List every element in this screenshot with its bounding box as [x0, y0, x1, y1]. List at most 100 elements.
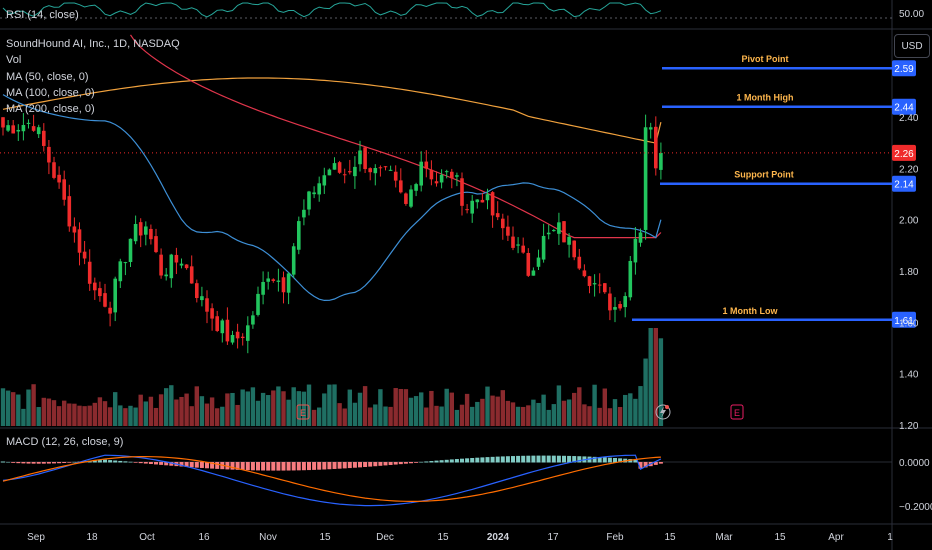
macd-histogram-bar — [607, 457, 612, 463]
symbol-title: SoundHound AI, Inc., 1D, NASDAQ — [6, 38, 180, 50]
volume-bar — [133, 407, 138, 426]
candle-body — [307, 191, 311, 210]
volume-bar — [505, 400, 511, 426]
candle-body — [184, 264, 189, 269]
volume-bar — [526, 405, 531, 426]
macd-histogram-bar — [465, 458, 470, 463]
candle-body — [327, 169, 332, 176]
volume-bar — [536, 402, 541, 426]
volume-bar — [317, 407, 322, 426]
macd-histogram-bar — [327, 462, 332, 470]
volume-bar — [158, 394, 164, 426]
candle-body — [475, 199, 480, 203]
candle-body — [154, 236, 158, 253]
volume-bar — [572, 392, 577, 426]
earnings-marker-icon — [296, 404, 310, 420]
candle-body — [618, 304, 622, 309]
volume-bar — [184, 393, 189, 426]
macd-histogram-bar — [490, 456, 495, 463]
candle-body — [113, 278, 117, 313]
macd-histogram-bar — [511, 456, 515, 463]
time-tick-label: 17 — [547, 532, 559, 543]
macd-histogram-bar — [373, 462, 378, 467]
macd-histogram-bar — [317, 462, 322, 470]
candle-body — [495, 213, 500, 218]
volume-bar — [46, 398, 52, 426]
macd-histogram-bar — [301, 462, 306, 471]
news-lightning-glyph — [660, 406, 666, 418]
candle-body — [195, 283, 199, 299]
candle-body — [414, 184, 418, 191]
candle-body — [189, 266, 194, 284]
volume-bar — [225, 393, 230, 426]
candle-body — [266, 278, 270, 282]
volume-bar — [612, 399, 618, 426]
macd-histogram-bar — [41, 462, 46, 464]
volume-bar — [21, 408, 26, 426]
candle-body — [393, 171, 398, 181]
candle-body — [159, 254, 163, 276]
macd-histogram-bar — [613, 458, 617, 463]
candle-body — [623, 296, 627, 308]
candle-body — [409, 189, 413, 207]
volume-bar — [419, 392, 424, 426]
ma100-line — [130, 34, 662, 239]
candle-body — [103, 293, 107, 307]
volume-bar — [0, 388, 6, 426]
candle-body — [541, 235, 546, 260]
macd-histogram-bar — [189, 462, 194, 468]
macd-histogram-bar — [62, 462, 67, 463]
volume-bar — [255, 400, 261, 426]
volume-bar — [36, 407, 41, 426]
volume-bar — [260, 392, 266, 426]
candle-body — [450, 171, 454, 179]
macd-histogram-bar — [36, 462, 41, 464]
macd-histogram-bar — [449, 459, 454, 463]
ma100-legend: MA (100, close, 0) — [6, 87, 95, 99]
candle-body — [582, 270, 587, 277]
candle-body — [230, 334, 235, 343]
news-lightning-icon — [655, 404, 671, 420]
macd-histogram-bar — [653, 462, 658, 465]
candle-body — [444, 171, 449, 173]
volume-bar — [352, 402, 358, 426]
volume-bar — [623, 394, 628, 426]
volume-bar — [408, 397, 414, 426]
volume-bar — [67, 403, 72, 426]
volume-bar — [113, 392, 118, 426]
macd-histogram-bar — [154, 462, 158, 465]
volume-bar — [470, 406, 475, 426]
volume-bar — [189, 406, 194, 426]
ma50-legend: MA (50, close, 0) — [6, 71, 89, 83]
candle-body — [271, 279, 276, 281]
currency-button[interactable]: USD — [894, 34, 930, 58]
level-label: Support Point — [734, 170, 794, 180]
candle-body — [332, 163, 337, 170]
candle-body — [16, 129, 21, 132]
volume-bar — [174, 399, 179, 426]
price-tick-label: 2.20 — [899, 164, 919, 175]
time-tick-label: 2024 — [487, 532, 510, 543]
volume-bar — [434, 405, 439, 426]
macd-histogram-bar — [266, 462, 271, 471]
candle-body — [297, 221, 301, 250]
volume-bar — [561, 400, 567, 426]
time-tick-label: Dec — [376, 532, 394, 543]
candle-body — [87, 261, 92, 284]
macd-histogram-bar — [240, 462, 245, 471]
candle-body — [251, 315, 255, 325]
candle-body — [261, 281, 265, 295]
candle-body — [460, 178, 464, 206]
signal-line — [2, 456, 661, 502]
macd-histogram-bar — [500, 456, 505, 463]
candle-body — [210, 308, 214, 319]
macd-histogram-bar — [444, 459, 449, 463]
candle-body — [98, 288, 102, 297]
volume-bar — [403, 389, 409, 426]
volume-bar — [551, 404, 556, 426]
macd-histogram-bar — [138, 462, 143, 464]
candle-body — [286, 273, 291, 293]
macd-histogram-bar — [363, 462, 368, 467]
macd-histogram-bar — [505, 456, 510, 463]
